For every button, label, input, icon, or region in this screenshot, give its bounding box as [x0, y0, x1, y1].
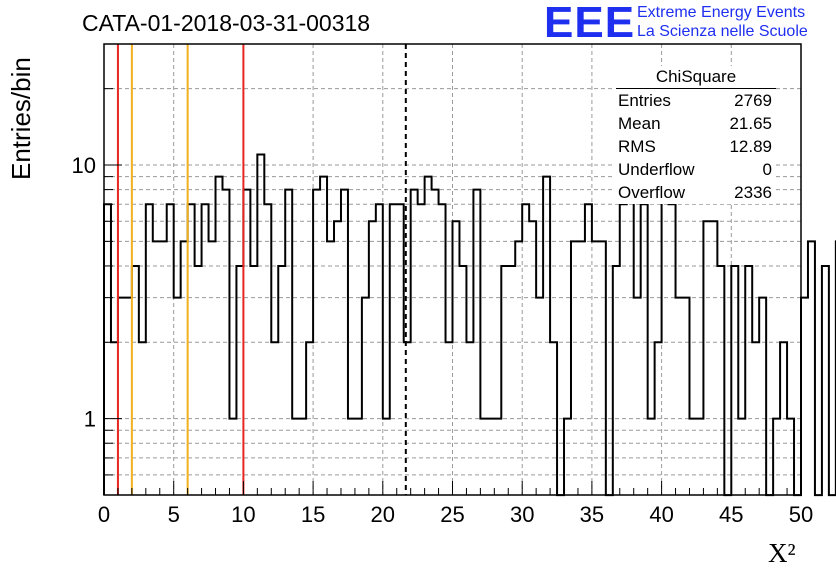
stats-label: Mean	[618, 114, 661, 133]
y-tick-label: 1	[84, 407, 96, 432]
stats-row: Overflow 2336	[612, 181, 776, 204]
x-tick-label: 0	[98, 502, 110, 527]
stats-label: Underflow	[618, 160, 695, 179]
stats-value: 2769	[734, 91, 772, 110]
y-axis-label: Entries/bin	[6, 57, 36, 180]
stats-value: 12.89	[729, 137, 772, 156]
x-tick-label: 15	[301, 502, 325, 527]
x-tick-label: 10	[231, 502, 255, 527]
stats-row: RMS 12.89	[612, 135, 776, 158]
stats-label: RMS	[618, 137, 656, 156]
eee-logo-mark: EEE	[544, 0, 636, 47]
stats-row: Entries 2769	[612, 89, 776, 112]
stats-value: 0	[762, 160, 772, 179]
stats-value: 21.65	[729, 114, 772, 133]
eee-logo-text: Extreme Energy Events La Scienza nelle S…	[637, 3, 808, 41]
logo-line-2: La Scienza nelle Scuole	[637, 23, 808, 40]
stats-box: ChiSquare Entries 2769 Mean 21.65 RMS 12.89…	[612, 66, 776, 204]
x-tick-label: 20	[371, 502, 395, 527]
x-tick-label: 45	[719, 502, 743, 527]
x-tick-label: 35	[580, 502, 604, 527]
x-axis-label: X²	[768, 538, 796, 568]
chart-title: CATA-01-2018-03-31-00318	[82, 10, 371, 36]
histogram-bin	[801, 298, 808, 495]
x-tick-label: 5	[168, 502, 180, 527]
stats-label: Entries	[618, 91, 671, 110]
x-tick-label: 50	[789, 502, 813, 527]
histogram-bin	[808, 241, 815, 495]
y-tick-label: 10	[72, 153, 96, 178]
stats-row: Mean 21.65	[612, 112, 776, 135]
x-tick-label: 30	[510, 502, 534, 527]
logo-line-1: Extreme Energy Events	[637, 4, 806, 21]
stats-value: 2336	[734, 183, 772, 202]
x-tick-label: 40	[649, 502, 673, 527]
stats-row: Underflow 0	[612, 158, 776, 181]
histogram-bin	[822, 266, 829, 495]
stats-title: ChiSquare	[616, 66, 776, 89]
stats-label: Overflow	[618, 183, 686, 202]
x-tick-label: 25	[440, 502, 464, 527]
